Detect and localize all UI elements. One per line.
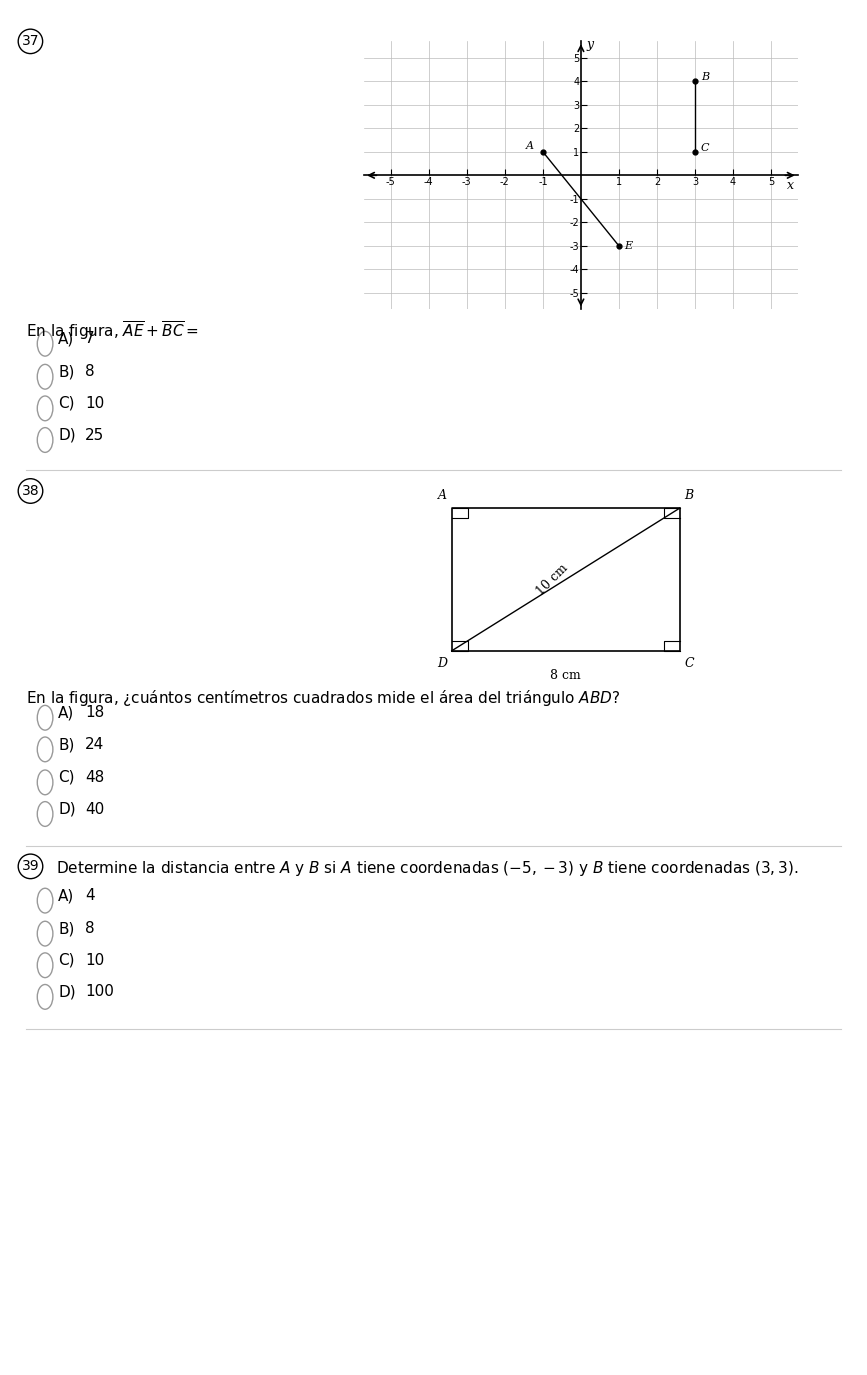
Text: B: B (701, 72, 709, 82)
Text: C): C) (58, 953, 75, 968)
Text: 10: 10 (85, 396, 104, 411)
Text: A: A (438, 490, 447, 502)
Text: C: C (701, 143, 709, 153)
Text: 8: 8 (85, 364, 95, 380)
Text: En la figura, $\overline{AE} + \overline{BC} =$: En la figura, $\overline{AE} + \overline… (26, 319, 199, 342)
Text: y: y (587, 38, 594, 51)
Text: A: A (525, 142, 533, 151)
Text: x: x (786, 179, 793, 192)
Text: 100: 100 (85, 984, 114, 1000)
Text: A): A) (58, 705, 75, 720)
Text: B): B) (58, 364, 75, 380)
Text: 25: 25 (85, 428, 104, 443)
Text: C): C) (58, 396, 75, 411)
Text: 18: 18 (85, 705, 104, 720)
Text: B: B (684, 490, 694, 502)
Text: A): A) (58, 888, 75, 903)
Text: 10 cm: 10 cm (534, 561, 570, 598)
Text: En la figura, ¿cuántos centímetros cuadrados mide el área del triángulo $ABD$?: En la figura, ¿cuántos centímetros cuadr… (26, 688, 621, 708)
Text: C: C (684, 656, 694, 670)
Text: B): B) (58, 737, 75, 752)
Text: 40: 40 (85, 802, 104, 817)
Text: 24: 24 (85, 737, 104, 752)
Text: C): C) (58, 770, 75, 785)
Text: 8 cm: 8 cm (551, 670, 581, 682)
Text: D): D) (58, 428, 75, 443)
Text: D): D) (58, 802, 75, 817)
Text: D: D (437, 656, 447, 670)
Text: Determine la distancia entre $A$ y $B$ si $A$ tiene coordenadas $(-5, -3)$ y $B$: Determine la distancia entre $A$ y $B$ s… (56, 859, 799, 879)
Text: 4: 4 (85, 888, 95, 903)
Text: 48: 48 (85, 770, 104, 785)
Text: 7: 7 (85, 331, 95, 346)
Text: 8: 8 (85, 921, 95, 936)
Text: B): B) (58, 921, 75, 936)
Text: E: E (624, 242, 633, 252)
Text: D): D) (58, 984, 75, 1000)
Text: 10: 10 (85, 953, 104, 968)
Text: 37: 37 (22, 34, 39, 48)
Text: 38: 38 (22, 484, 39, 498)
Text: 39: 39 (22, 859, 39, 873)
Text: A): A) (58, 331, 75, 346)
